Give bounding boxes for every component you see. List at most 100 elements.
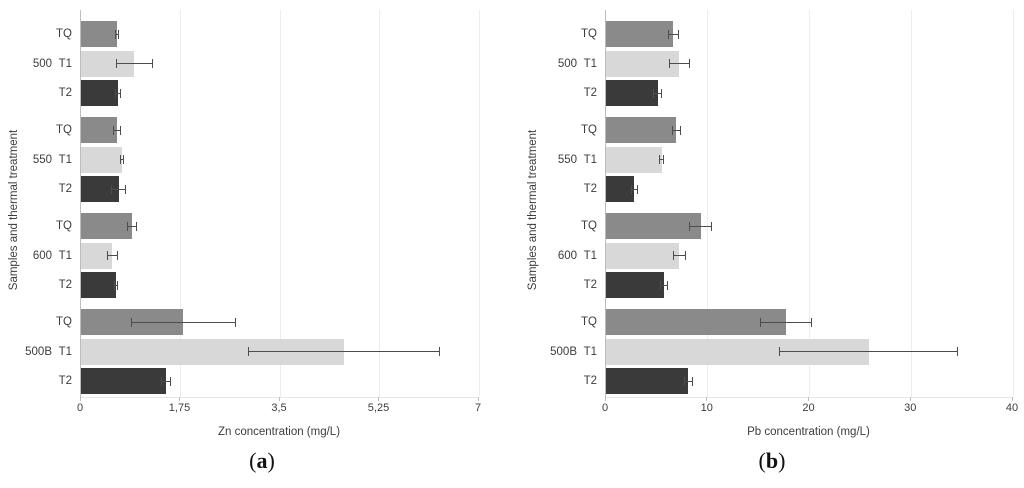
gridline (809, 10, 810, 397)
axis-tick (706, 397, 708, 401)
x-axis-title: Pb concentration (mg/L) (747, 426, 870, 438)
error-bar-cap-left (760, 317, 762, 327)
axis-tick (909, 397, 911, 401)
error-bar (120, 159, 124, 160)
error-bar-cap-left (161, 376, 163, 386)
error-bar-cap-left (127, 221, 129, 231)
error-bar-cap-right (661, 88, 663, 98)
gridline (180, 10, 181, 397)
y-group-label: 600 (557, 249, 577, 262)
error-bar (668, 33, 679, 35)
error-bar (659, 159, 664, 160)
error-bar-cap-right (124, 184, 126, 194)
error-bar-cap-left (683, 376, 685, 386)
y-treatment-label: T1 (583, 57, 597, 70)
bar-500-T2 (606, 80, 658, 106)
bar-600-T1 (606, 242, 680, 269)
error-bar-cap-left (120, 155, 122, 164)
y-treatment-label: T2 (58, 183, 72, 195)
error-bar (113, 129, 121, 131)
error-bar-cap-left (660, 280, 662, 290)
error-bar-cap-right (679, 125, 681, 135)
error-bar (248, 351, 440, 352)
error-bar-cap-left (130, 317, 132, 327)
y-treatment-label: T2 (583, 279, 597, 291)
error-bar (115, 92, 121, 94)
y-treatment-label: TQ (581, 28, 597, 40)
error-bar-cap-left (115, 59, 117, 68)
error-bar-cap-right (439, 347, 441, 356)
x-tick-label: 30 (904, 402, 917, 414)
error-bar (114, 284, 118, 286)
bar-600-TQ (606, 213, 701, 239)
gridline (707, 10, 709, 397)
axis-tick (278, 397, 280, 401)
axis-tick (604, 397, 606, 401)
error-bar (107, 255, 118, 256)
error-bar-cap-right (684, 251, 686, 260)
bar-500B-T2 (606, 368, 689, 394)
error-bar-cap-right (691, 376, 693, 386)
x-tick-label: 1,75 (168, 402, 191, 414)
x-tick-label: 0 (76, 402, 84, 414)
bar-500B-TQ (606, 309, 787, 335)
y-treatment-label: T1 (583, 249, 597, 262)
bar-600-T2 (81, 272, 117, 298)
plot-area (80, 10, 480, 398)
bar-550-T1 (606, 146, 662, 173)
y-treatment-label: T1 (583, 153, 597, 166)
error-bar (631, 188, 638, 190)
error-bar (131, 321, 236, 323)
axis-tick (1011, 397, 1013, 401)
error-bar-cap-left (659, 155, 661, 164)
y-treatment-label: T1 (58, 345, 72, 358)
error-bar-cap-left (114, 29, 116, 39)
error-bar (127, 225, 137, 227)
gridline (478, 10, 480, 397)
error-bar (684, 380, 693, 382)
axis-tick (179, 397, 180, 401)
figure-caption-a: (a) (249, 448, 275, 474)
y-treatment-label: TQ (581, 220, 597, 232)
bar-500-T1 (606, 50, 680, 77)
caption-open-paren: ( (249, 448, 257, 473)
y-treatment-label: TQ (581, 124, 597, 136)
bar-600-T2 (606, 272, 664, 298)
error-bar (116, 63, 153, 64)
error-bar-cap-right (811, 317, 813, 327)
y-treatment-label: T2 (583, 375, 597, 387)
error-bar-cap-right (688, 59, 690, 68)
x-tick-label: 7 (474, 402, 482, 414)
error-bar (779, 351, 958, 352)
chart-b-panel: Samples and thermal treatment Pb concent… (512, 0, 1024, 488)
caption-letter: b (765, 448, 779, 473)
error-bar-cap-right (122, 155, 124, 164)
plot-area (605, 10, 1014, 398)
gridline (379, 10, 380, 397)
bar-600-TQ (81, 213, 133, 239)
y-treatment-label: T1 (58, 57, 72, 70)
figure-caption-b: (b) (759, 448, 786, 474)
error-bar (660, 284, 668, 286)
error-bar-cap-right (118, 29, 120, 39)
error-bar-cap-left (111, 184, 113, 194)
caption-letter: a (256, 448, 268, 473)
error-bar-cap-left (688, 221, 690, 231)
gridline (279, 10, 281, 397)
error-bar-cap-left (248, 347, 250, 356)
bar-550-T2 (606, 176, 635, 202)
caption-open-paren: ( (758, 448, 766, 473)
error-bar (673, 255, 686, 256)
y-treatment-label: T2 (583, 87, 597, 99)
caption-close-paren: ) (778, 448, 786, 473)
error-bar-cap-right (120, 125, 122, 135)
chart-a-panel: Samples and thermal treatment Zn concent… (8, 10, 482, 474)
gridline (910, 10, 912, 397)
error-bar-cap-left (114, 280, 116, 290)
error-bar-cap-left (672, 251, 674, 260)
error-bar-cap-left (113, 125, 115, 135)
y-group-label: 500B (25, 345, 52, 358)
error-bar-cap-left (668, 59, 670, 68)
x-tick-label: 20 (802, 402, 815, 414)
axis-tick (79, 397, 81, 401)
